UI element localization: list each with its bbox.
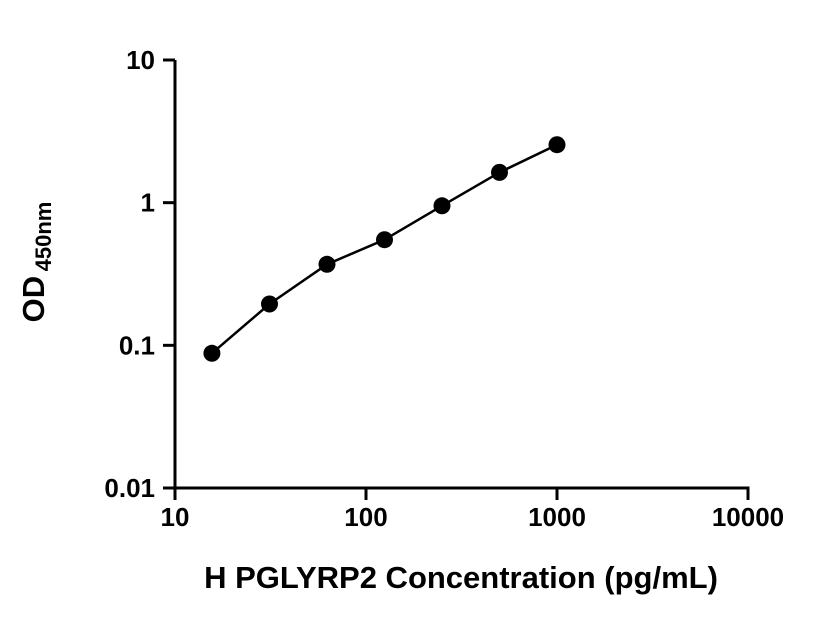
data-point-marker [261, 295, 278, 313]
x-axis-tick-label: 1000 [528, 502, 586, 532]
data-point-marker [433, 197, 451, 215]
y-axis-tick-label: 0.1 [119, 330, 155, 360]
y-axis-tick-label: 0.01 [104, 473, 155, 503]
x-axis-tick-label: 10 [161, 502, 190, 532]
x-axis-title: H PGLYRP2 Concentration (pg/mL) [204, 560, 718, 595]
data-point-marker [548, 136, 566, 154]
y-axis-tick-label: 10 [126, 45, 155, 75]
data-series-layer [203, 136, 566, 362]
y-axis-title-subscript: 450nm [31, 202, 56, 272]
axes-layer: 10 100 1000 10000 0.01 0.1 1 10 [104, 45, 784, 532]
data-point-marker [376, 231, 393, 249]
y-axis-title: OD 450nm [16, 202, 56, 323]
y-axis-tick-label: 1 [141, 188, 155, 218]
data-point-marker [491, 163, 508, 181]
data-point-marker [318, 255, 336, 273]
y-axis-title-base: OD [16, 276, 51, 323]
data-point-marker [203, 344, 221, 362]
x-axis-tick-label: 100 [344, 502, 387, 532]
x-axis-tick-label: 10000 [712, 502, 784, 532]
